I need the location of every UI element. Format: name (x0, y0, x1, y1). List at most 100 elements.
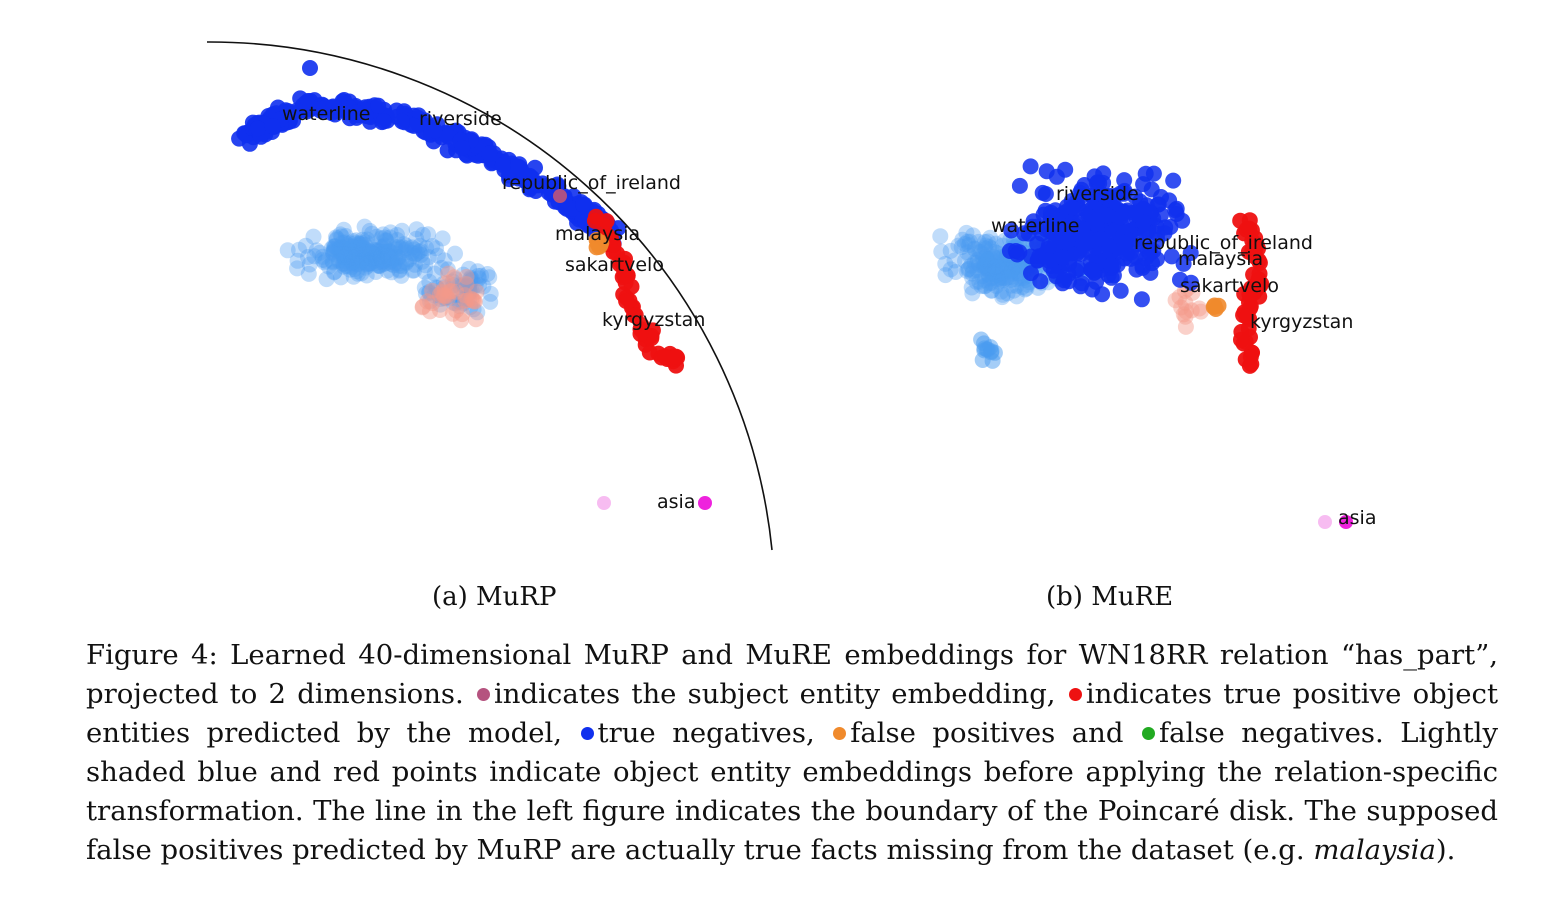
scatter-point (469, 304, 486, 321)
scatter-point (349, 237, 366, 254)
scatter-point (982, 256, 999, 272)
scatter-point (999, 261, 1016, 278)
scatter-point (987, 250, 1004, 267)
scatter-point (1247, 282, 1264, 299)
scatter-point (1339, 515, 1353, 529)
scatter-point (365, 245, 382, 262)
scatter-point (325, 238, 342, 255)
scatter-point (1167, 202, 1184, 219)
scatter-point (326, 241, 343, 257)
scatter-point (1040, 252, 1057, 269)
scatter-point (356, 218, 373, 235)
scatter-point (974, 246, 991, 263)
scatter-point (368, 247, 385, 263)
scatter-point (993, 283, 1010, 300)
scatter-point (384, 251, 401, 268)
scatter-point (348, 249, 365, 266)
scatter-point (411, 243, 427, 260)
scatter-point (325, 243, 342, 260)
scatter-point (426, 265, 443, 282)
scatter-point (391, 262, 408, 279)
mure-scatter: riverside waterline republic_of_ireland … (932, 158, 1376, 529)
scatter-point (937, 255, 954, 272)
scatter-point (983, 275, 1000, 291)
scatter-point (339, 238, 356, 255)
scatter-point (436, 290, 453, 307)
scatter-point (362, 243, 379, 260)
panel-murp: waterline riverside republic_of_ireland … (200, 20, 800, 580)
scatter-point (432, 302, 448, 318)
scatter-point (414, 253, 431, 270)
scatter-point (440, 265, 457, 282)
scatter-point (376, 237, 393, 254)
scatter-point (367, 251, 384, 268)
scatter-point (338, 257, 355, 274)
scatter-point (349, 255, 366, 272)
scatter-point (455, 291, 472, 308)
figure-caption: Figure 4: Learned 40-dimensional MuRP an… (86, 636, 1498, 870)
panel-mure: riverside waterline republic_of_ireland … (890, 20, 1410, 580)
scatter-point (343, 238, 360, 255)
scatter-point (439, 261, 456, 278)
scatter-point (960, 261, 977, 278)
scatter-point (356, 237, 373, 253)
scatter-point (434, 284, 450, 301)
scatter-point (530, 177, 547, 194)
scatter-point (989, 245, 1006, 261)
false-positive-dot-icon (833, 727, 847, 740)
scatter-point (992, 265, 1009, 282)
scatter-point (980, 262, 997, 279)
scatter-point (454, 140, 471, 156)
scatter-point (1037, 186, 1054, 202)
scatter-point (1165, 172, 1182, 189)
scatter-point (627, 307, 644, 323)
scatter-point (316, 254, 333, 271)
scatter-point (1171, 289, 1188, 305)
scatter-point (404, 239, 421, 256)
scatter-point (339, 241, 356, 257)
scatter-point (469, 263, 486, 280)
scatter-point (977, 277, 994, 294)
scatter-point (363, 250, 380, 267)
scatter-point (328, 231, 345, 248)
scatter-point (368, 249, 385, 266)
scatter-point (1142, 264, 1159, 281)
scatter-point (954, 231, 971, 248)
scatter-point (353, 234, 370, 251)
scatter-point (289, 260, 306, 277)
scatter-point (335, 258, 352, 275)
scatter-point (978, 250, 995, 267)
scatter-point (452, 312, 469, 329)
scatter-point (383, 256, 400, 272)
scatter-point (420, 226, 437, 243)
scatter-point (407, 246, 424, 263)
caption-text: indicates true positive object (1085, 678, 1499, 710)
scatter-point (1057, 161, 1074, 178)
scatter-point (1041, 237, 1057, 254)
scatter-point (333, 239, 350, 256)
scatter-point (460, 278, 477, 294)
scatter-point (950, 237, 967, 254)
caption-line-3: entities predicted by the model, true ne… (86, 714, 1498, 753)
scatter-point (386, 254, 403, 271)
scatter-point (1044, 223, 1061, 240)
scatter-point (992, 269, 1009, 286)
scatter-point (411, 237, 428, 254)
scatter-point (985, 248, 1002, 265)
scatter-point (1080, 234, 1097, 250)
scatter-point (458, 276, 475, 293)
caption-text: entities predicted by the model, (86, 717, 563, 749)
scatter-point (460, 278, 477, 295)
scatter-point (983, 240, 1000, 257)
scatter-point (386, 245, 403, 262)
scatter-point (459, 276, 476, 293)
scatter-point (969, 251, 986, 268)
scatter-point (325, 245, 342, 262)
scatter-point (984, 270, 1001, 286)
scatter-point (358, 250, 375, 267)
scatter-point (975, 258, 992, 275)
scatter-point (1116, 172, 1133, 189)
scatter-point (373, 247, 390, 264)
scatter-point (1182, 245, 1199, 261)
subcaption-murp: (a) MuRP (432, 582, 557, 612)
